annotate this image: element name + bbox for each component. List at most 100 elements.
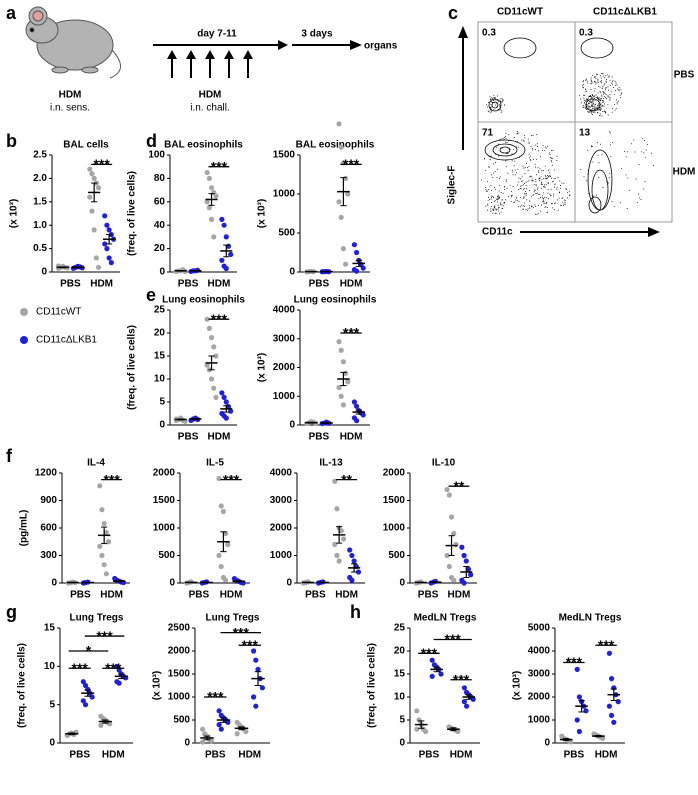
flow-event bbox=[600, 143, 602, 145]
flow-event bbox=[511, 195, 513, 197]
mean-sem bbox=[71, 266, 84, 269]
data-point bbox=[89, 694, 95, 700]
flow-event bbox=[512, 186, 514, 188]
y-tick-label: 0 bbox=[399, 738, 405, 749]
significance-label: *** bbox=[223, 471, 240, 487]
flow-event bbox=[619, 202, 621, 204]
y-tick-label: 4000 bbox=[273, 305, 296, 316]
y-tick-label: 1500 bbox=[168, 669, 191, 680]
flow-event bbox=[600, 108, 602, 110]
flow-event bbox=[564, 202, 566, 204]
data-point bbox=[423, 728, 429, 735]
flow-event bbox=[537, 187, 539, 189]
data-point bbox=[101, 562, 107, 568]
y-tick-label: 1000 bbox=[153, 523, 176, 534]
data-point bbox=[336, 199, 342, 205]
mean-sem bbox=[592, 734, 605, 738]
flow-event bbox=[489, 99, 491, 101]
data-point bbox=[225, 719, 231, 725]
data-point bbox=[234, 731, 240, 737]
data-point bbox=[220, 508, 226, 515]
flow-event bbox=[591, 97, 593, 99]
flow-event bbox=[488, 166, 490, 168]
flow-event bbox=[602, 101, 604, 103]
flow-event bbox=[591, 111, 593, 113]
data-point bbox=[102, 241, 108, 247]
data-point bbox=[204, 169, 210, 176]
flow-event bbox=[592, 74, 594, 76]
flow-event bbox=[532, 158, 534, 160]
data-point bbox=[206, 325, 212, 331]
panel-label: c bbox=[448, 3, 458, 23]
flow-event bbox=[496, 176, 498, 178]
y-tick-label: 2500 bbox=[168, 623, 191, 634]
flow-event bbox=[595, 81, 597, 83]
flow-event bbox=[638, 164, 640, 166]
flow-event bbox=[619, 94, 621, 96]
flow-event bbox=[586, 180, 588, 182]
flow-event bbox=[546, 211, 548, 213]
y-tick-label: 2000 bbox=[270, 523, 293, 534]
y-tick-label: 500 bbox=[158, 550, 175, 561]
flow-event bbox=[492, 177, 494, 179]
flow-event bbox=[529, 200, 531, 202]
chart-title: IL-13 bbox=[319, 458, 343, 469]
flow-event bbox=[591, 108, 593, 110]
y-tick-label: 2000 bbox=[273, 362, 296, 373]
flow-event bbox=[596, 97, 598, 99]
data-point bbox=[82, 682, 89, 689]
flow-event bbox=[551, 157, 553, 159]
flow-event bbox=[535, 180, 537, 182]
flow-event bbox=[531, 180, 533, 182]
data-point bbox=[216, 552, 222, 559]
flow-event bbox=[550, 150, 552, 152]
flow-event bbox=[626, 151, 628, 153]
flow-event bbox=[591, 102, 593, 104]
flow-event bbox=[605, 94, 607, 96]
mean-sem bbox=[462, 694, 476, 700]
data-point bbox=[340, 359, 346, 365]
flow-event bbox=[528, 141, 530, 143]
flow-event bbox=[498, 143, 500, 145]
flow-event bbox=[583, 104, 585, 106]
y-tick-label: 500 bbox=[388, 550, 405, 561]
flow-event bbox=[495, 208, 497, 210]
data-point bbox=[91, 175, 97, 181]
data-point bbox=[211, 234, 217, 240]
flow-event bbox=[493, 102, 495, 104]
flow-event bbox=[518, 205, 520, 207]
flow-event bbox=[494, 188, 496, 190]
data-point bbox=[80, 698, 86, 704]
data-point bbox=[95, 264, 102, 270]
flow-event bbox=[549, 175, 551, 177]
y-tick-label: 10 bbox=[154, 374, 166, 385]
flow-event bbox=[492, 163, 494, 165]
flow-event bbox=[611, 111, 613, 113]
flow-event bbox=[496, 103, 498, 105]
data-point bbox=[336, 385, 342, 391]
flow-contour bbox=[488, 98, 502, 112]
flow-event bbox=[512, 171, 514, 173]
y-tick-label: 2000 bbox=[383, 468, 406, 479]
data-point bbox=[104, 246, 110, 252]
flow-event bbox=[519, 206, 521, 208]
flow-event bbox=[540, 181, 542, 183]
flow-event bbox=[533, 183, 535, 185]
data-point bbox=[461, 580, 467, 586]
y-tick-label: 900 bbox=[40, 495, 57, 506]
flow-event bbox=[601, 105, 603, 107]
flow-event bbox=[547, 182, 549, 184]
flow-event bbox=[540, 176, 542, 178]
mean-sem bbox=[200, 735, 214, 741]
flow-event bbox=[588, 106, 590, 108]
flow-event bbox=[583, 94, 585, 96]
data-point bbox=[219, 257, 225, 263]
x-tick-label: PBS bbox=[418, 590, 439, 601]
flow-event bbox=[522, 208, 524, 210]
flow-event bbox=[511, 153, 513, 155]
mean-sem bbox=[460, 566, 473, 578]
flow-event bbox=[609, 132, 611, 134]
data-point bbox=[255, 666, 261, 673]
flow-event bbox=[600, 92, 602, 94]
data-point bbox=[338, 144, 344, 150]
